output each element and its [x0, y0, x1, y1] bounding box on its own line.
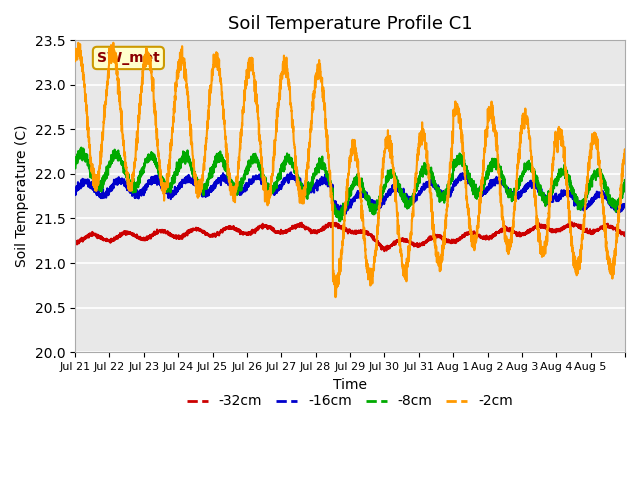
-8cm	[621, 179, 629, 185]
-32cm	[449, 239, 456, 245]
-2cm	[316, 65, 324, 71]
Line: -2cm: -2cm	[75, 43, 625, 297]
-2cm	[359, 216, 367, 222]
-2cm	[332, 294, 339, 300]
-2cm	[425, 176, 433, 181]
-8cm	[336, 218, 344, 224]
-16cm	[621, 204, 629, 209]
-8cm	[77, 144, 85, 150]
-2cm	[141, 64, 149, 70]
-8cm	[141, 156, 149, 162]
-2cm	[449, 140, 456, 146]
-8cm	[359, 190, 367, 195]
-8cm	[425, 168, 433, 174]
-32cm	[316, 228, 324, 234]
-8cm	[449, 170, 456, 176]
Line: -32cm: -32cm	[75, 222, 625, 251]
-16cm	[359, 192, 367, 198]
-16cm	[141, 182, 149, 188]
-2cm	[71, 57, 79, 62]
-16cm	[449, 184, 456, 190]
Y-axis label: Soil Temperature (C): Soil Temperature (C)	[15, 125, 29, 267]
-32cm	[425, 237, 433, 243]
-16cm	[425, 184, 433, 190]
-32cm	[621, 231, 629, 237]
-16cm	[316, 182, 324, 188]
-2cm	[621, 152, 629, 157]
-2cm	[109, 40, 117, 46]
X-axis label: Time: Time	[333, 377, 367, 392]
-32cm	[380, 248, 388, 254]
-32cm	[141, 236, 149, 241]
Legend: -32cm, -16cm, -8cm, -2cm: -32cm, -16cm, -8cm, -2cm	[181, 389, 519, 414]
-8cm	[316, 159, 324, 165]
-32cm	[359, 227, 367, 233]
Line: -8cm: -8cm	[75, 147, 625, 221]
-16cm	[312, 181, 319, 187]
Line: -16cm: -16cm	[75, 172, 625, 214]
Title: Soil Temperature Profile C1: Soil Temperature Profile C1	[228, 15, 472, 33]
-32cm	[568, 219, 575, 225]
-8cm	[312, 166, 319, 172]
-8cm	[71, 165, 79, 170]
-16cm	[71, 187, 79, 193]
-16cm	[337, 211, 345, 217]
-32cm	[312, 230, 319, 236]
Text: SW_met: SW_met	[97, 51, 160, 65]
-32cm	[71, 238, 79, 244]
-2cm	[312, 85, 319, 91]
-16cm	[287, 169, 295, 175]
